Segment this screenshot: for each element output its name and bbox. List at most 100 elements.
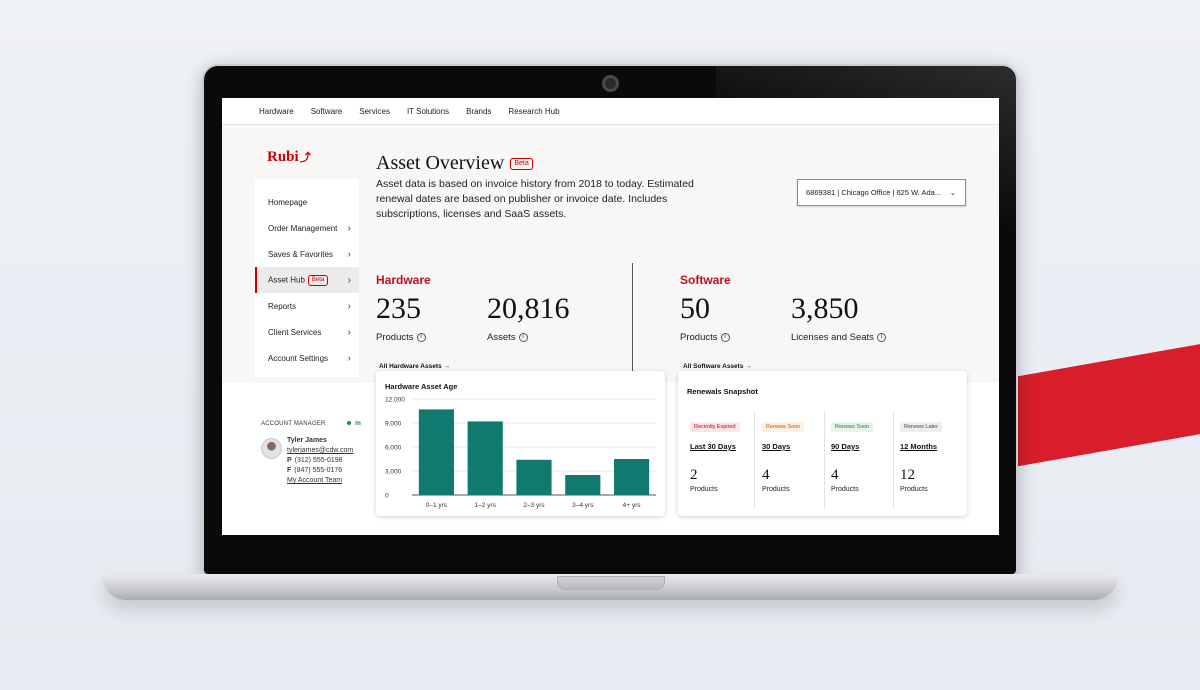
- page-header: Asset Overview Beta: [376, 152, 533, 175]
- location-select[interactable]: 6869381 | Chicago Office | 625 W. Ada...…: [797, 179, 966, 206]
- software-licenses-caption: Licenses and Seats i: [791, 332, 886, 343]
- nav-services[interactable]: Services: [359, 106, 390, 116]
- brand-logo[interactable]: Rubi⤴: [267, 149, 311, 166]
- sidebar-item-asset-hub[interactable]: Asset Hub Beta ›: [255, 267, 359, 293]
- chevron-right-icon: ›: [347, 274, 351, 286]
- account-manager-header: ACCOUNT MANAGER In: [261, 421, 361, 427]
- chevron-right-icon: ›: [347, 326, 351, 338]
- asset-age-chart: 12,000 9,000 6,000 3,000 0 0–1 yrs 1–2 yrs 2–3 …: [385, 397, 656, 509]
- software-title: Software: [680, 273, 731, 287]
- sidebar-item-order-management[interactable]: Order Management ›: [255, 215, 359, 241]
- asset-age-title: Hardware Asset Age: [385, 382, 458, 391]
- renewal-unit: Products: [900, 486, 928, 493]
- manager-email-link[interactable]: tylerjames@cdw.com: [287, 447, 354, 454]
- info-icon[interactable]: i: [416, 333, 426, 342]
- sidebar-item-client-services[interactable]: Client Services ›: [255, 319, 359, 345]
- manager-contact: Tyler James tylerjames@cdw.com P (312) 55…: [261, 436, 361, 486]
- renewal-unit: Products: [762, 486, 790, 493]
- asset-age-card: Hardware Asset Age 12,000 9,000 6,000 3,000…: [376, 371, 665, 516]
- renewal-period-link[interactable]: 90 Days: [831, 442, 860, 451]
- chart-bar: [614, 459, 650, 495]
- renewal-column-recently-expired[interactable]: Recently Expired Last 30 Days 2 Products: [690, 415, 760, 493]
- info-icon[interactable]: i: [876, 333, 886, 342]
- renewal-count: 4: [831, 467, 839, 483]
- y-tick-label: 12,000: [385, 397, 405, 404]
- column-divider: [754, 411, 755, 509]
- renewal-period-link[interactable]: Last 30 Days: [690, 442, 736, 451]
- all-hardware-assets-label: All Hardware Assets: [379, 363, 442, 370]
- x-tick-label: 1–2 yrs: [475, 502, 497, 509]
- hardware-title: Hardware: [376, 273, 431, 287]
- renewal-column-12-months[interactable]: Renews Later 12 Months 12 Products: [900, 415, 970, 493]
- account-manager-panel: ACCOUNT MANAGER In Tyler James tylerjame…: [261, 421, 361, 486]
- chevron-right-icon: ›: [347, 248, 351, 260]
- chevron-down-icon: ⌄: [949, 188, 956, 197]
- status-text: In: [355, 421, 361, 427]
- arrow-right-icon: →: [745, 363, 752, 370]
- fax-label: F: [287, 467, 292, 474]
- sidebar-item-label: Reports: [268, 301, 297, 311]
- hardware-products-value: 235: [376, 292, 421, 325]
- sidebar-item-label: Order Management: [268, 223, 338, 233]
- chart-bar: [418, 409, 454, 495]
- status-badge: Renews Later: [900, 422, 942, 432]
- status-badge: Recently Expired: [690, 422, 740, 432]
- section-divider: [632, 263, 633, 381]
- chevron-right-icon: ›: [347, 222, 351, 234]
- nav-it-solutions[interactable]: IT Solutions: [406, 106, 450, 116]
- my-account-team-link[interactable]: My Account Team: [287, 477, 343, 484]
- status-dot-icon: [347, 421, 352, 426]
- software-products-label: Products: [680, 332, 718, 343]
- info-icon[interactable]: i: [518, 333, 528, 342]
- info-icon[interactable]: i: [720, 333, 730, 342]
- nav-hardware[interactable]: Hardware: [259, 106, 294, 116]
- app-screen: Hardware Software Services IT Solutions …: [222, 98, 999, 535]
- sidebar-item-account-settings[interactable]: Account Settings ›: [255, 345, 359, 371]
- renewal-column-30-days[interactable]: Renews Soon 30 Days 4 Products: [762, 415, 832, 493]
- all-software-assets-label: All Software Assets: [683, 363, 744, 370]
- nav-research-hub[interactable]: Research Hub: [508, 106, 560, 116]
- laptop-base: [102, 574, 1118, 600]
- x-tick-label: 4+ yrs: [623, 502, 642, 509]
- page-title: Asset Overview: [376, 152, 505, 174]
- chevron-right-icon: ›: [347, 352, 351, 364]
- renewal-period-link[interactable]: 12 Months: [900, 442, 938, 451]
- sidebar-item-label: Saves & Favorites: [268, 249, 333, 259]
- sidebar-item-saves-favorites[interactable]: Saves & Favorites ›: [255, 241, 359, 267]
- swoosh-logo-icon: ⤴: [299, 152, 311, 164]
- y-tick-label: 0: [385, 493, 389, 500]
- sidebar-item-homepage[interactable]: Homepage: [255, 189, 359, 215]
- nav-software[interactable]: Software: [310, 106, 343, 116]
- renewals-card: Renewals Snapshot Recently Expired Last …: [678, 371, 967, 516]
- renewal-column-90-days[interactable]: Renews Soon 90 Days 4 Products: [831, 415, 901, 493]
- sidebar-item-reports[interactable]: Reports ›: [255, 293, 359, 319]
- renewals-title: Renewals Snapshot: [687, 387, 758, 396]
- manager-phone: P (312) 555-0198: [287, 456, 361, 466]
- account-manager-heading: ACCOUNT MANAGER: [261, 421, 326, 427]
- hardware-products-label: Products: [376, 332, 414, 343]
- column-divider: [824, 411, 825, 509]
- page-description: Asset data is based on invoice history f…: [376, 178, 694, 220]
- main-content: Rubi⤴ Homepage Order Management › Saves …: [222, 125, 999, 535]
- renewal-count: 2: [690, 467, 698, 483]
- status-badge: Renews Soon: [762, 422, 805, 432]
- nav-brands[interactable]: Brands: [466, 106, 492, 116]
- beta-badge: Beta: [510, 157, 533, 170]
- chart-bar: [467, 421, 503, 495]
- all-software-assets-link[interactable]: All Software Assets →: [683, 363, 752, 370]
- renewal-period-link[interactable]: 30 Days: [762, 442, 791, 451]
- renewal-unit: Products: [831, 486, 859, 493]
- avatar: [261, 438, 282, 459]
- x-tick-label: 0–1 yrs: [426, 502, 448, 509]
- chart-bar: [516, 459, 552, 495]
- status-badge: Renews Soon: [831, 422, 874, 432]
- hardware-assets-label: Assets: [487, 332, 516, 343]
- software-licenses-label: Licenses and Seats: [791, 332, 874, 343]
- sidebar-item-label: Client Services: [268, 327, 322, 337]
- renewal-count: 12: [900, 467, 915, 483]
- chevron-right-icon: ›: [347, 300, 351, 312]
- y-tick-label: 6,000: [385, 445, 402, 452]
- all-hardware-assets-link[interactable]: All Hardware Assets →: [379, 363, 450, 370]
- column-divider: [893, 411, 894, 509]
- location-select-value: 6869381 | Chicago Office | 625 W. Ada...: [806, 188, 942, 197]
